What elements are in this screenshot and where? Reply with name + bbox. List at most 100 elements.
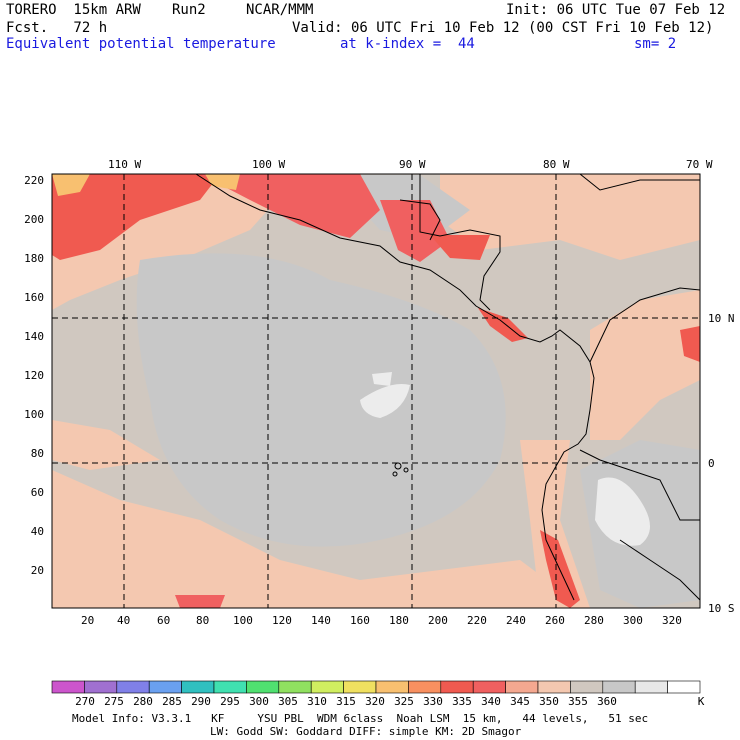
colorbar-swatch xyxy=(51,680,85,694)
field-red-guatemala xyxy=(380,200,450,262)
colorbar-swatch xyxy=(440,680,474,694)
x-tick: 140 xyxy=(311,614,331,627)
lon-label-80w: 80 W xyxy=(543,158,570,171)
y-tick: 40 xyxy=(30,525,44,538)
field-orange-corner xyxy=(52,174,90,196)
colorbar-label: 300 xyxy=(249,695,269,708)
org-label: NCAR/MMM xyxy=(246,2,314,18)
colorbar-label: 355 xyxy=(568,695,588,708)
init-time: Init: 06 UTC Tue 07 Feb 12 xyxy=(506,2,726,18)
field-red-nw xyxy=(52,174,220,260)
colorbar-label: 310 xyxy=(307,695,327,708)
colorbar-swatch xyxy=(343,680,377,694)
x-tick: 100 xyxy=(233,614,253,627)
x-tick: 120 xyxy=(272,614,292,627)
x-tick: 280 xyxy=(584,614,604,627)
y-tick: 180 xyxy=(24,252,44,265)
y-tick: 140 xyxy=(24,330,44,343)
x-tick: 240 xyxy=(506,614,526,627)
colorbar-label: 270 xyxy=(75,695,95,708)
y-tick: 80 xyxy=(30,447,44,460)
x-tick: 180 xyxy=(389,614,409,627)
colorbar-label: 275 xyxy=(104,695,124,708)
colorbar-label: 280 xyxy=(133,695,153,708)
field-red-honduras xyxy=(430,235,490,260)
field-red-costa-rica xyxy=(478,308,528,342)
colorbar-label: 340 xyxy=(481,695,501,708)
colorbar-swatch xyxy=(278,680,312,694)
colorbar-swatch xyxy=(602,680,636,694)
colorbar-label: 325 xyxy=(394,695,414,708)
physics-info: LW: Godd SW: Goddard DIFF: simple KM: 2D… xyxy=(210,725,522,738)
map-frame xyxy=(51,173,701,609)
run-label: Run2 xyxy=(172,2,206,18)
colorbar-label: 330 xyxy=(423,695,443,708)
x-tick: 20 xyxy=(81,614,95,627)
colorbar-swatch xyxy=(634,680,668,694)
valid-time: Valid: 06 UTC Fri 10 Feb 12 (00 CST Fri … xyxy=(292,20,714,36)
colorbar-swatch xyxy=(181,680,215,694)
graticule xyxy=(52,174,700,608)
colorbar-label: 350 xyxy=(539,695,559,708)
y-tick: 160 xyxy=(24,291,44,304)
field-white-amazon xyxy=(595,477,650,546)
colorbar-swatch xyxy=(116,680,150,694)
colorbar-swatch xyxy=(84,680,118,694)
lon-label-90w: 90 W xyxy=(399,158,426,171)
forecast-hour: Fcst. 72 h xyxy=(6,20,108,36)
lon-label-100w: 100 W xyxy=(252,158,286,171)
field-name: Equivalent potential temperature xyxy=(6,36,276,52)
field-red-colombia xyxy=(680,326,700,362)
colorbar-label: 290 xyxy=(191,695,211,708)
field-white-1 xyxy=(360,384,410,418)
x-tick: 300 xyxy=(623,614,643,627)
field-peach-sw xyxy=(52,470,560,608)
field-red-mexico xyxy=(200,174,380,238)
colorbar-swatch xyxy=(148,680,182,694)
colorbar-swatch xyxy=(667,680,701,694)
field-peach-caribbean xyxy=(440,174,700,260)
y-tick: 220 xyxy=(24,174,44,187)
field-peach-south xyxy=(52,420,160,470)
colorbar-swatch xyxy=(408,680,442,694)
lat-label-10n: 10 N xyxy=(708,312,735,325)
colorbar-label: 295 xyxy=(220,695,240,708)
y-tick: 100 xyxy=(24,408,44,421)
lat-label-0: 0 xyxy=(708,457,715,470)
colorbar-unit: K xyxy=(697,695,705,708)
y-tick: 120 xyxy=(24,369,44,382)
colorbar-label: 360 xyxy=(597,695,617,708)
colorbar-label: 345 xyxy=(510,695,530,708)
smoothing-label: sm= 2 xyxy=(634,36,677,52)
lon-label-110w: 110 W xyxy=(108,158,142,171)
colorbar-swatch xyxy=(375,680,409,694)
x-tick: 160 xyxy=(350,614,370,627)
model-name: TORERO 15km ARW xyxy=(6,2,141,18)
colorbar-label: 335 xyxy=(452,695,472,708)
colorbar-label: 315 xyxy=(336,695,356,708)
field-red-south xyxy=(175,595,225,608)
field-peach-andes xyxy=(590,290,700,440)
x-tick: 80 xyxy=(196,614,210,627)
x-tick: 40 xyxy=(117,614,131,627)
field-peach-coast xyxy=(520,440,590,608)
x-tick: 60 xyxy=(157,614,171,627)
field-lightgray-central xyxy=(136,253,506,547)
colorbar-swatch xyxy=(537,680,571,694)
colorbar-label: 305 xyxy=(278,695,298,708)
colorbar-swatch xyxy=(213,680,247,694)
coastlines xyxy=(195,174,700,601)
lon-label-70w: 70 W xyxy=(686,158,713,171)
colorbar xyxy=(51,680,701,694)
colorbar-label: 320 xyxy=(365,695,385,708)
x-tick: 220 xyxy=(467,614,487,627)
model-info: Model Info: V3.3.1 KF YSU PBL WDM 6class… xyxy=(72,712,649,725)
level-label: at k-index = 44 xyxy=(340,36,475,52)
x-tick: 200 xyxy=(428,614,448,627)
colorbar-swatch xyxy=(472,680,506,694)
field-white-2 xyxy=(372,372,392,386)
y-tick: 20 xyxy=(30,564,44,577)
y-tick: 60 xyxy=(30,486,44,499)
y-tick: 200 xyxy=(24,213,44,226)
